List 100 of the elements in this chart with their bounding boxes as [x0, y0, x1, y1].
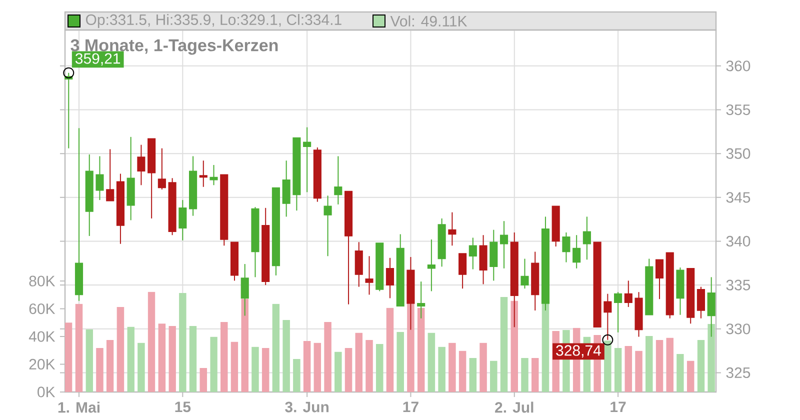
- candlestick: [199, 160, 208, 188]
- bar: [656, 340, 664, 392]
- candlestick: [386, 257, 394, 299]
- text: Op:331.5, Hi:335.9, Lo:329.1, Cl:334.1: [86, 14, 342, 28]
- candlestick: [303, 126, 312, 193]
- bar: [65, 322, 72, 392]
- bar: [428, 332, 436, 392]
- x-tick-label: 17: [610, 402, 626, 412]
- bar: [148, 292, 156, 392]
- bar: [303, 340, 311, 392]
- candlestick: [500, 220, 508, 269]
- bar: [635, 350, 642, 392]
- bar: [127, 326, 134, 392]
- bar: [686, 360, 694, 392]
- candlestick: [520, 258, 529, 290]
- candlestick: [696, 286, 705, 319]
- bar: [158, 324, 166, 392]
- bar: [697, 340, 705, 392]
- bar: [344, 348, 352, 392]
- bar: [510, 300, 518, 392]
- bar: [521, 358, 528, 392]
- bar: [676, 354, 684, 392]
- bar: [282, 320, 290, 392]
- bar: [138, 342, 145, 392]
- y2-tick-label: 60K: [29, 303, 56, 314]
- bar: [252, 346, 259, 392]
- candlestick: [365, 256, 374, 296]
- candlestick: [282, 160, 290, 218]
- candlestick: [582, 216, 591, 260]
- y2-tick-label: 0K: [38, 386, 56, 398]
- bar: [230, 342, 238, 392]
- bar: [531, 358, 539, 392]
- bar: [646, 336, 653, 392]
- y-tick-label: 355: [726, 104, 750, 116]
- bar: [324, 322, 332, 392]
- annotation: 328,74: [556, 345, 601, 358]
- y-tick-label: 360: [726, 60, 750, 72]
- text: Vol: 49.11K: [390, 15, 468, 26]
- candlestick: [624, 280, 632, 308]
- bar: [189, 326, 197, 392]
- bar: [438, 346, 446, 392]
- bar: [168, 326, 176, 392]
- bar: [210, 336, 218, 392]
- candlestick: [158, 148, 166, 190]
- candlestick: [178, 200, 187, 241]
- y-tick-label: 325: [726, 367, 750, 378]
- bar: [293, 358, 300, 392]
- bar: [448, 342, 456, 392]
- bar: [272, 304, 280, 392]
- x-tick-label: 17: [403, 402, 418, 412]
- bar: [666, 338, 674, 392]
- candlestick: [572, 234, 581, 269]
- bar: [200, 368, 208, 392]
- y-tick-label: 350: [726, 148, 750, 159]
- candlestick: [354, 242, 363, 288]
- candlestick: [458, 253, 467, 290]
- candlestick: [106, 148, 114, 202]
- bar: [604, 340, 612, 392]
- bar: [386, 308, 394, 392]
- y-tick-label: 340: [726, 236, 750, 247]
- bar: [458, 350, 466, 392]
- candlestick: [96, 156, 104, 201]
- bar: [355, 332, 363, 392]
- bar: [75, 304, 83, 392]
- x-tick-label: 15: [175, 402, 191, 412]
- bar: [366, 340, 373, 392]
- bar: [490, 360, 498, 392]
- candlestick: [468, 237, 477, 270]
- bar: [116, 306, 124, 392]
- candlestick: [324, 195, 332, 257]
- annotation: 359,21: [75, 53, 120, 66]
- bar: [220, 322, 228, 392]
- bar: [179, 292, 186, 392]
- bar: [480, 342, 487, 392]
- bar: [334, 352, 342, 392]
- x-tick-label: 3. Jun: [285, 402, 328, 412]
- candlestick: [210, 164, 218, 186]
- candlestick: [137, 144, 146, 186]
- candlestick: [448, 212, 456, 246]
- bar: [469, 358, 477, 392]
- bar: [96, 348, 104, 392]
- y2-tick-label: 40K: [28, 331, 56, 342]
- y-tick-label: 345: [726, 192, 750, 203]
- bar: [624, 346, 632, 392]
- candlestick: [614, 292, 622, 333]
- candlestick: [334, 156, 342, 205]
- bar: [396, 332, 404, 392]
- y-tick-label: 330: [726, 324, 750, 334]
- bar: [106, 340, 114, 392]
- x-tick-label: 1. Mai: [58, 402, 100, 413]
- x-tick-label: 2. Jul: [495, 402, 534, 413]
- bar: [314, 342, 322, 392]
- bar: [376, 344, 384, 392]
- candlestick: [655, 259, 664, 300]
- y-tick-label: 335: [726, 280, 750, 290]
- bar: [86, 329, 93, 392]
- bar: [500, 296, 508, 392]
- candlestick: [427, 238, 436, 292]
- candlestick: [562, 232, 570, 263]
- y2-tick-label: 80K: [29, 276, 56, 286]
